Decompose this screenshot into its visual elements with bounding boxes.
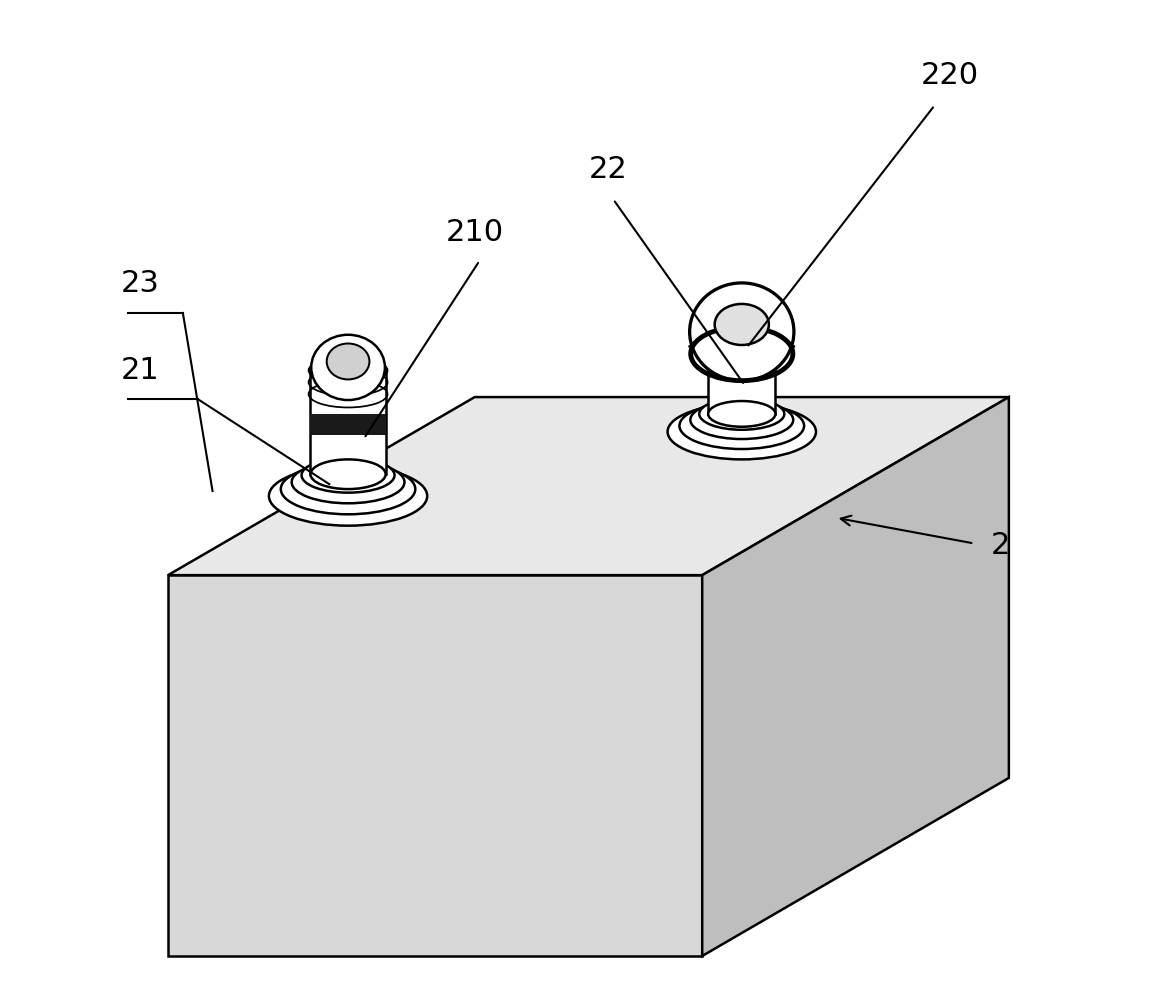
Polygon shape: [703, 397, 1008, 956]
Text: 23: 23: [121, 269, 160, 299]
Ellipse shape: [292, 461, 405, 503]
Ellipse shape: [679, 403, 804, 449]
Ellipse shape: [668, 404, 816, 459]
Polygon shape: [168, 397, 1008, 575]
Text: 2: 2: [991, 531, 1011, 559]
Polygon shape: [310, 414, 385, 434]
Text: 22: 22: [589, 156, 628, 185]
Ellipse shape: [281, 464, 415, 514]
Polygon shape: [310, 370, 385, 474]
Ellipse shape: [699, 398, 784, 430]
Ellipse shape: [714, 304, 769, 345]
Ellipse shape: [327, 343, 370, 379]
Ellipse shape: [268, 466, 427, 526]
Polygon shape: [168, 575, 703, 956]
Ellipse shape: [301, 457, 394, 493]
Ellipse shape: [310, 355, 385, 385]
Text: 210: 210: [446, 217, 504, 247]
Ellipse shape: [690, 283, 794, 381]
Ellipse shape: [310, 459, 385, 489]
Text: 220: 220: [921, 62, 979, 90]
Ellipse shape: [708, 401, 775, 427]
Polygon shape: [708, 346, 775, 414]
Ellipse shape: [708, 333, 775, 359]
Text: 21: 21: [121, 356, 160, 385]
Ellipse shape: [312, 334, 385, 400]
Ellipse shape: [691, 401, 794, 439]
